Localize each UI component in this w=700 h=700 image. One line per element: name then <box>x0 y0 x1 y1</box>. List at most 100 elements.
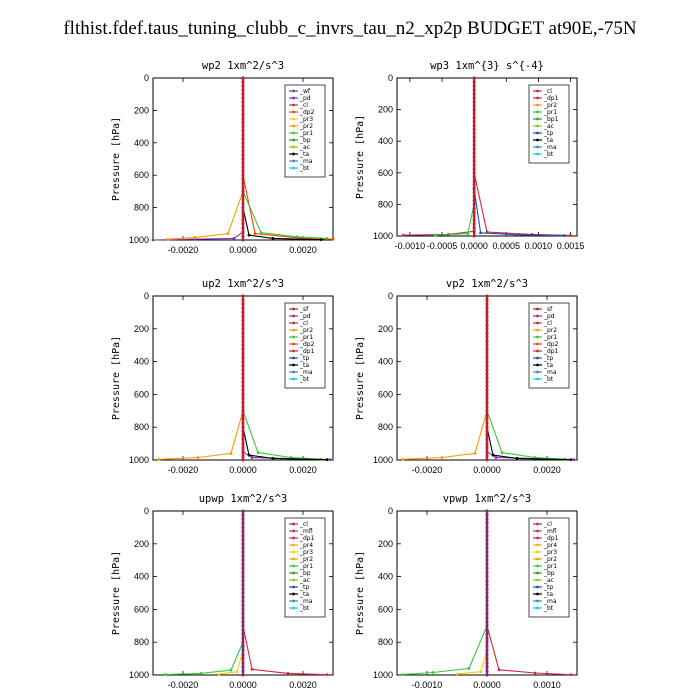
y-tick-label: 1000 <box>129 670 149 680</box>
legend-label: _dp1 <box>543 535 559 542</box>
zero-profile-marker <box>241 230 245 234</box>
zero-profile-marker <box>241 226 245 230</box>
legend-label: _tp <box>543 355 553 362</box>
legend-marker <box>536 321 539 325</box>
zero-profile-marker <box>485 538 489 542</box>
zero-profile-marker <box>485 294 489 298</box>
zero-profile-marker <box>485 575 489 579</box>
zero-profile-marker <box>241 238 245 242</box>
legend-box <box>284 302 326 389</box>
zero-profile-marker <box>241 360 245 364</box>
zero-profile-marker <box>241 538 245 542</box>
zero-profile-marker <box>472 183 476 187</box>
legend-marker <box>292 599 295 603</box>
legend-label: _pr1 <box>543 563 557 570</box>
zero-profile-marker <box>472 151 476 155</box>
legend-marker <box>536 96 539 100</box>
zero-profile-marker <box>241 669 245 673</box>
series-point-dp1 <box>286 671 290 675</box>
legend-marker <box>292 124 295 128</box>
zero-profile-marker <box>485 513 489 517</box>
y-tick-label: 400 <box>134 138 149 148</box>
series-point-pr2 <box>193 236 197 239</box>
zero-profile-marker <box>485 372 489 376</box>
y-tick-label: 600 <box>134 389 149 399</box>
series-line-pr2 <box>158 296 244 460</box>
legend-label: _pr2 <box>299 123 313 130</box>
zero-profile-marker <box>241 616 245 620</box>
zero-profile-marker <box>241 104 245 108</box>
x-tick-label: -0.0020 <box>168 245 199 255</box>
chart-panel-4: vp2 1xm^2/s^3 0 200 400 600 800 1000 -0.0020 0.0… <box>355 278 578 475</box>
legend-label: _cl <box>299 320 308 327</box>
legend-marker <box>292 536 295 540</box>
zero-profile-marker <box>241 149 245 153</box>
y-tick-label: 0 <box>388 506 393 516</box>
zero-profile-marker <box>472 131 476 135</box>
zero-profile-marker <box>241 306 245 310</box>
legend-label: _tp <box>543 584 553 591</box>
zero-profile-marker <box>472 218 476 222</box>
y-tick-label: 0 <box>144 506 149 516</box>
zero-profile-marker <box>485 364 489 368</box>
legend-label: _bp <box>299 137 311 144</box>
series-point-pr2 <box>440 456 444 459</box>
legend-marker <box>536 550 539 554</box>
legend-marker <box>536 349 539 353</box>
legend-label: _ta <box>543 591 553 598</box>
zero-profile-marker <box>472 191 476 195</box>
zero-profile-marker <box>241 438 245 441</box>
y-tick-label: 600 <box>134 170 149 180</box>
legend-marker <box>536 522 539 526</box>
x-tick-label: 0.0010 <box>525 241 553 251</box>
chart-panel-3: up2 1xm^2/s^3 0 200 400 600 800 1000 -0.0020 0.0… <box>111 278 334 475</box>
zero-profile-marker <box>241 327 245 331</box>
legend-marker <box>292 335 295 339</box>
y-tick-label: 200 <box>134 105 149 115</box>
series-point-ta <box>271 456 275 460</box>
legend-label: _tp <box>299 584 309 591</box>
zero-profile-marker <box>485 509 489 513</box>
zero-profile-marker <box>241 554 245 558</box>
y-tick-label: 0 <box>144 73 149 83</box>
legend-label: _pr2 <box>299 556 313 563</box>
zero-profile-marker <box>485 562 489 566</box>
legend-label: _ac <box>299 577 310 584</box>
legend-label: _pr1 <box>299 334 313 341</box>
y-tick-label: 400 <box>378 357 393 367</box>
zero-profile-marker <box>241 165 245 169</box>
zero-profile-marker <box>485 368 489 372</box>
zero-profile-marker <box>241 509 245 513</box>
legend-box <box>528 302 570 389</box>
series-point-tp <box>562 234 566 238</box>
zero-profile-marker <box>472 139 476 143</box>
zero-profile-marker <box>485 450 489 454</box>
zero-profile-marker <box>472 88 476 92</box>
zero-profile-marker <box>241 141 245 145</box>
zero-profile-marker <box>485 644 489 648</box>
legend-marker <box>292 377 295 381</box>
legend-marker <box>292 529 295 533</box>
legend-label: _ta <box>543 137 553 144</box>
zero-profile-marker <box>472 230 476 234</box>
series-point-ta <box>515 456 519 460</box>
zero-profile-marker <box>485 315 489 318</box>
x-tick-label: -0.0010 <box>395 241 426 251</box>
zero-profile-marker <box>485 327 489 331</box>
zero-profile-marker <box>241 595 245 599</box>
zero-profile-marker <box>241 100 245 104</box>
series-point-pd <box>232 236 236 240</box>
zero-profile-marker <box>485 554 489 558</box>
series-point-ta <box>325 458 329 462</box>
zero-profile-marker <box>485 591 489 595</box>
zero-profile-marker <box>241 583 245 587</box>
series-point-dp1 <box>325 673 329 677</box>
zero-profile-marker <box>485 657 489 661</box>
legend-marker <box>292 557 295 561</box>
zero-profile-marker <box>241 206 245 210</box>
zero-profile-marker <box>241 612 245 615</box>
series-point-ta <box>491 453 495 457</box>
chart-title: up2 1xm^2/s^3 <box>202 278 284 290</box>
x-tick-label: -0.0020 <box>168 680 199 690</box>
series-line-pr2 <box>167 78 244 240</box>
